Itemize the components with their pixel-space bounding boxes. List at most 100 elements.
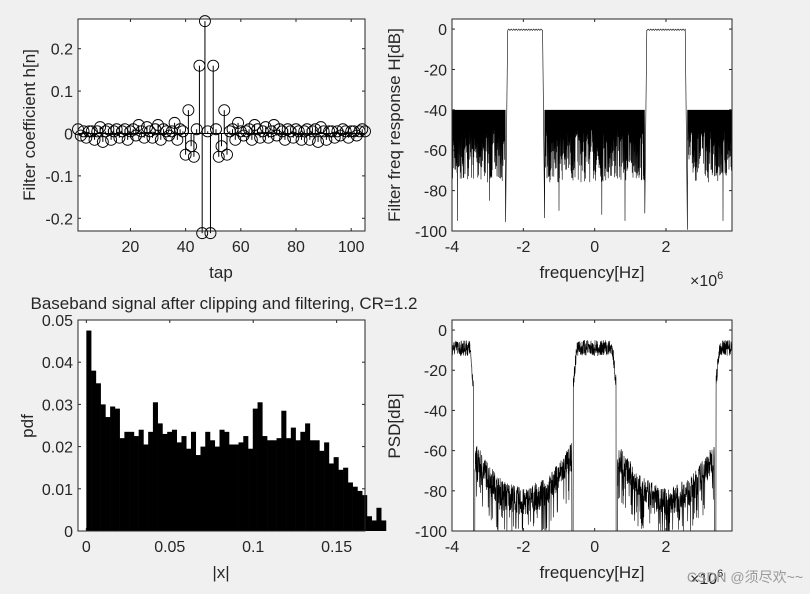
psd-ytick-label: -20 xyxy=(424,363,447,380)
pdf-bar xyxy=(376,507,382,531)
psd-xtick-label: -4 xyxy=(445,539,459,556)
axes-taps xyxy=(78,19,365,231)
pdf-bars xyxy=(86,330,387,531)
taps-stem-marker xyxy=(303,133,316,146)
pdf-ytick-label: 0.03 xyxy=(42,397,73,414)
freqresp-xtick-label: -4 xyxy=(445,239,459,256)
pdf-bar xyxy=(190,431,197,531)
pdf-bar xyxy=(295,440,301,531)
pdf-bar xyxy=(200,446,206,531)
taps-stem-marker xyxy=(328,131,341,144)
taps-stem-marker xyxy=(182,104,195,117)
taps-stem-marker xyxy=(110,123,123,136)
taps-xtick-label: 20 xyxy=(122,239,140,256)
psd-ytick-label: -60 xyxy=(424,444,447,461)
taps-ylabel: Filter coefficient h[n] xyxy=(20,49,39,201)
taps-stem-marker xyxy=(83,125,95,138)
psd-xtick-label: 2 xyxy=(662,539,671,556)
panel-psd: -4 -2 0 2-100-80-60-40-200 frequency[Hz] ×1… xyxy=(385,319,733,588)
taps-stem-marker xyxy=(174,123,187,136)
taps-stem-marker xyxy=(232,116,245,129)
pdf-bar xyxy=(309,440,315,531)
pdf-bar xyxy=(214,446,220,531)
taps-stem-marker xyxy=(221,148,233,161)
pdf-bar xyxy=(176,442,182,531)
taps-ytick-label: 0.2 xyxy=(51,42,73,59)
pdf-bar xyxy=(248,448,254,531)
psd-ytick-label: -80 xyxy=(424,484,447,501)
pdf-ytick-label: 0.01 xyxy=(42,482,73,499)
pdf-bar xyxy=(186,448,192,531)
pdf-xtick-label: 0.15 xyxy=(321,539,352,556)
psd-exponent: ×106 xyxy=(690,568,723,588)
pdf-bar xyxy=(152,402,158,531)
taps-frame xyxy=(77,18,366,232)
pdf-bar xyxy=(305,423,311,531)
taps-ticks: 20 40 60 80 100 -0.2 -0.1 0 0.1 0.2 xyxy=(45,19,365,256)
pdf-bar xyxy=(224,431,230,531)
taps-ytick-label: -0.2 xyxy=(45,211,73,228)
pdf-xtick-label: 0.1 xyxy=(242,539,264,556)
freqresp-ytick-label: -40 xyxy=(424,103,447,120)
pdf-ylabel: pdf xyxy=(18,414,37,438)
pdf-xtick-label: 0 xyxy=(82,539,91,556)
pdf-bar xyxy=(171,429,177,531)
pdf-title: Baseband signal after clipping and filte… xyxy=(31,294,418,313)
pdf-bar xyxy=(119,438,125,531)
taps-stem-marker xyxy=(312,136,325,148)
pdf-bar xyxy=(276,438,282,531)
taps-stem-marker xyxy=(105,133,118,146)
pdf-bar xyxy=(129,431,135,531)
taps-xtick-label: 60 xyxy=(232,239,250,256)
pdf-bar xyxy=(138,429,144,531)
pdf-bar xyxy=(333,457,339,531)
pdf-xlabel: |x| xyxy=(212,563,229,582)
freqresp-exponent: ×106 xyxy=(690,270,723,290)
freqresp-frame xyxy=(451,18,733,232)
pdf-bar xyxy=(343,467,349,531)
freqresp-ylabel: Filter freq response H[dB] xyxy=(385,28,404,222)
pdf-bar xyxy=(257,402,263,531)
pdf-bar xyxy=(262,436,268,531)
taps-stem-marker xyxy=(207,59,220,72)
psd-ytick-label: -100 xyxy=(415,524,447,541)
pdf-bar xyxy=(238,442,244,531)
psd-line xyxy=(451,340,733,532)
pdf-bar xyxy=(181,436,187,531)
taps-ytick-label: 0 xyxy=(64,126,73,143)
taps-stem-marker xyxy=(132,119,145,131)
pdf-bar xyxy=(86,330,92,531)
pdf-bar xyxy=(252,408,258,531)
pdf-bar xyxy=(114,408,120,531)
pdf-bar xyxy=(219,429,225,531)
pdf-bar xyxy=(205,431,211,531)
pdf-bar xyxy=(366,516,372,531)
taps-stem-marker xyxy=(295,133,308,146)
psd-ytick-label: -40 xyxy=(424,403,447,420)
freqresp-xlabel: frequency[Hz] xyxy=(540,263,645,282)
pdf-bar xyxy=(148,431,154,531)
taps-xtick-label: 40 xyxy=(177,239,195,256)
freqresp-xtick-label: -2 xyxy=(516,239,530,256)
pdf-bar xyxy=(243,436,249,531)
pdf-bar xyxy=(347,482,353,531)
taps-stem-marker xyxy=(251,123,264,136)
pdf-bar xyxy=(100,404,106,531)
pdf-bar xyxy=(91,370,97,531)
freqresp-ticks: -4 -2 0 2-100-80-60-40-200 xyxy=(415,19,732,256)
pdf-bar xyxy=(195,455,201,531)
panel-taps: 20 40 60 80 100 -0.2 -0.1 0 0.1 0.2 tap Filter co… xyxy=(20,15,371,282)
psd-xtick-label: -2 xyxy=(516,539,530,556)
psd-xtick-label: 0 xyxy=(590,539,599,556)
taps-stem-marker xyxy=(262,131,275,144)
pdf-bar xyxy=(229,444,235,531)
freqresp-xtick-label: 0 xyxy=(590,239,599,256)
psd-xlabel: frequency[Hz] xyxy=(540,563,645,582)
pdf-ticks: 0 0.05 0.1 0.15 0 0.01 0.02 0.03 0.04 0.05 xyxy=(42,313,365,556)
pdf-bar xyxy=(352,486,358,531)
taps-stem-marker xyxy=(320,133,333,146)
psd-ytick-label: 0 xyxy=(438,323,447,340)
freqresp-xtick-label: 2 xyxy=(662,239,671,256)
pdf-bar xyxy=(338,469,344,531)
